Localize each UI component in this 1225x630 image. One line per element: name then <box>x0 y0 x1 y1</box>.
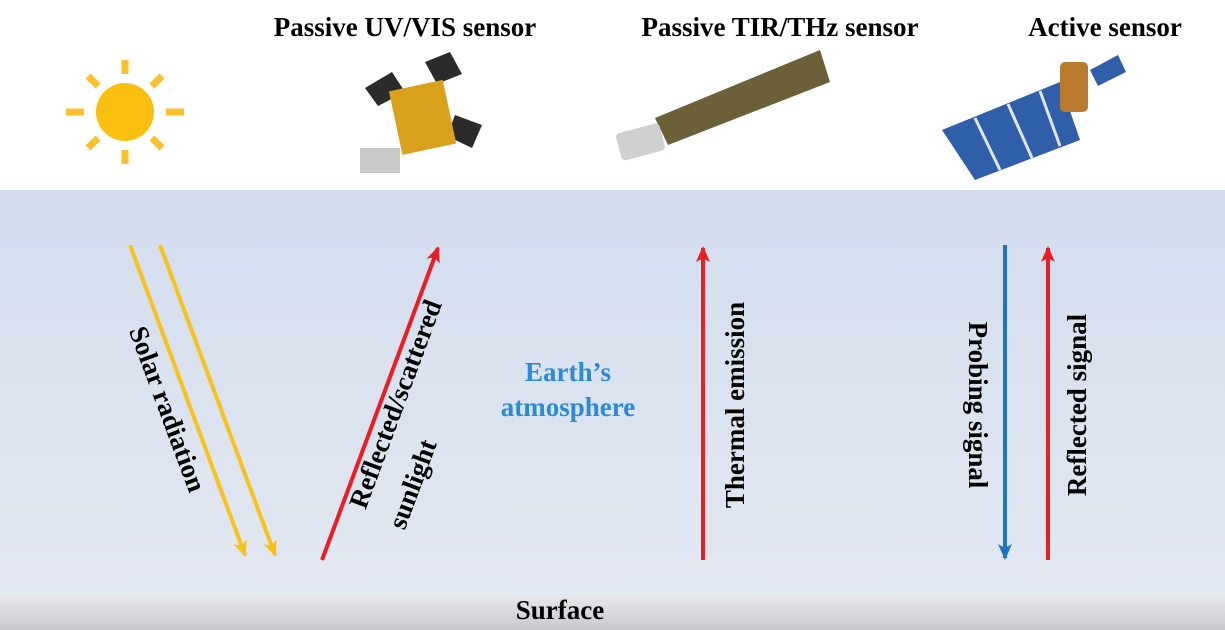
sun-icon <box>66 60 184 164</box>
atmosphere-label: Earth’s <box>525 357 611 387</box>
sensor-label: Passive UV/VIS sensor <box>274 12 537 42</box>
surface-label: Surface <box>516 595 604 625</box>
atmosphere-label: atmosphere <box>501 392 636 422</box>
satellite-icon <box>615 50 830 161</box>
satellite-icon <box>360 52 482 173</box>
arrow-label: Probing signal <box>963 322 993 489</box>
arrow-label: Thermal emission <box>720 302 750 508</box>
diagram: Passive UV/VIS sensor Passive TIR/THz se… <box>0 0 1225 630</box>
sensor-label: Passive TIR/THz sensor <box>641 12 918 42</box>
satellite-icon <box>942 55 1126 180</box>
arrow-label: Reflected signal <box>1062 313 1092 496</box>
surface-band <box>0 596 1225 630</box>
sensor-label: Active sensor <box>1028 12 1182 42</box>
